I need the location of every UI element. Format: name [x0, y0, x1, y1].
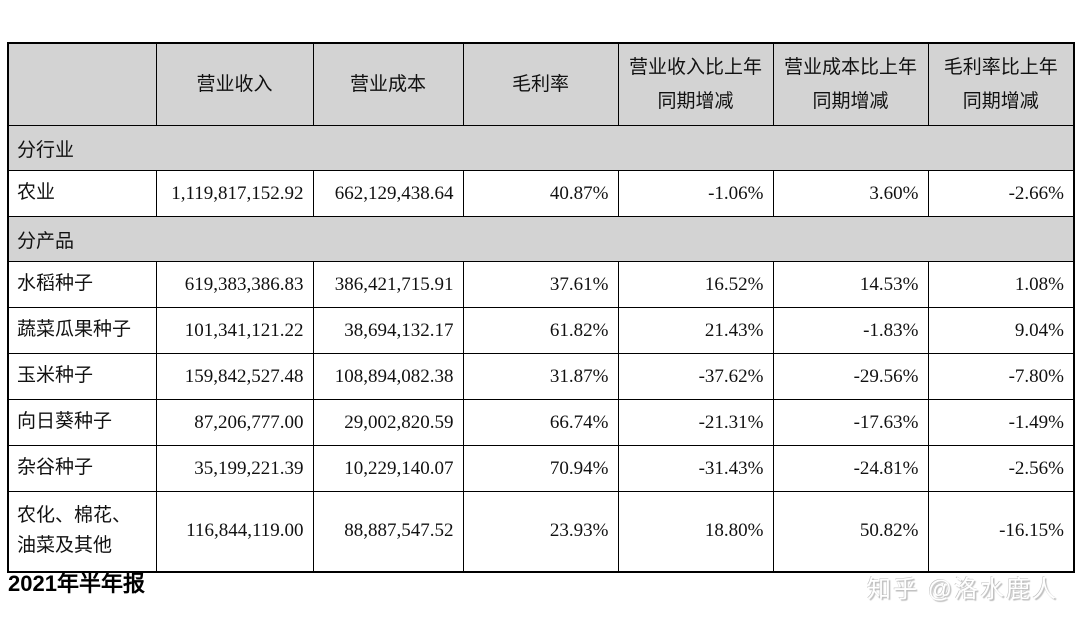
revenue-value: 101,341,121.22 [155, 307, 314, 354]
margin-yoy-value: -16.15% [927, 491, 1075, 572]
table-row-agriculture: 农业 1,119,817,152.92 662,129,438.64 40.87… [7, 170, 1075, 217]
header-cost-yoy: 营业成本比上年同期增减 [772, 42, 929, 126]
segment-financials-table: 营业收入 营业成本 毛利率 营业收入比上年同期增减 营业成本比上年同期增减 毛利… [7, 42, 1075, 573]
cost-yoy-value: 3.60% [772, 170, 929, 217]
cost-value: 662,129,438.64 [312, 170, 464, 217]
section-label: 分行业 [7, 125, 1075, 171]
revenue-yoy-value: -31.43% [617, 445, 774, 492]
revenue-yoy-value: 21.43% [617, 307, 774, 354]
cost-yoy-value: -29.56% [772, 353, 929, 400]
section-by-product: 分产品 [7, 216, 1075, 262]
revenue-yoy-value: -1.06% [617, 170, 774, 217]
revenue-yoy-value: -21.31% [617, 399, 774, 446]
cost-value: 10,229,140.07 [312, 445, 464, 492]
row-label: 农业 [7, 170, 157, 217]
margin-value: 70.94% [462, 445, 619, 492]
row-label: 玉米种子 [7, 353, 157, 400]
cost-yoy-value: -1.83% [772, 307, 929, 354]
revenue-yoy-value: 18.80% [617, 491, 774, 572]
header-cost: 营业成本 [312, 42, 464, 126]
table-row-vegetable-seed: 蔬菜瓜果种子 101,341,121.22 38,694,132.17 61.8… [7, 307, 1075, 354]
cost-value: 38,694,132.17 [312, 307, 464, 354]
table-row-rice-seed: 水稻种子 619,383,386.83 386,421,715.91 37.61… [7, 261, 1075, 308]
header-gross-margin: 毛利率 [462, 42, 619, 126]
section-label: 分产品 [7, 216, 1075, 262]
margin-value: 40.87% [462, 170, 619, 217]
cost-value: 29,002,820.59 [312, 399, 464, 446]
revenue-yoy-value: -37.62% [617, 353, 774, 400]
margin-value: 61.82% [462, 307, 619, 354]
table-row-agrochem-other: 农化、棉花、油菜及其他 116,844,119.00 88,887,547.52… [7, 491, 1075, 572]
cost-yoy-value: -24.81% [772, 445, 929, 492]
cost-value: 88,887,547.52 [312, 491, 464, 572]
row-label: 水稻种子 [7, 261, 157, 308]
margin-value: 23.93% [462, 491, 619, 572]
cost-yoy-value: 50.82% [772, 491, 929, 572]
margin-yoy-value: -2.66% [927, 170, 1075, 217]
revenue-value: 159,842,527.48 [155, 353, 314, 400]
revenue-value: 619,383,386.83 [155, 261, 314, 308]
revenue-value: 1,119,817,152.92 [155, 170, 314, 217]
margin-yoy-value: 1.08% [927, 261, 1075, 308]
margin-yoy-value: 9.04% [927, 307, 1075, 354]
revenue-yoy-value: 16.52% [617, 261, 774, 308]
cost-yoy-value: 14.53% [772, 261, 929, 308]
margin-yoy-value: -2.56% [927, 445, 1075, 492]
row-label: 农化、棉花、油菜及其他 [7, 491, 157, 572]
header-revenue: 营业收入 [155, 42, 314, 126]
margin-value: 37.61% [462, 261, 619, 308]
row-label: 向日葵种子 [7, 399, 157, 446]
revenue-value: 87,206,777.00 [155, 399, 314, 446]
cost-yoy-value: -17.63% [772, 399, 929, 446]
margin-yoy-value: -7.80% [927, 353, 1075, 400]
header-margin-yoy: 毛利率比上年同期增减 [927, 42, 1075, 126]
report-caption: 2021年半年报 [8, 571, 145, 596]
zhihu-watermark: 知乎 @洛水鹿人 [866, 576, 1058, 603]
margin-yoy-value: -1.49% [927, 399, 1075, 446]
table-row-sunflower-seed: 向日葵种子 87,206,777.00 29,002,820.59 66.74%… [7, 399, 1075, 446]
table-row-corn-seed: 玉米种子 159,842,527.48 108,894,082.38 31.87… [7, 353, 1075, 400]
revenue-value: 116,844,119.00 [155, 491, 314, 572]
cost-value: 108,894,082.38 [312, 353, 464, 400]
row-label: 蔬菜瓜果种子 [7, 307, 157, 354]
table-header-row: 营业收入 营业成本 毛利率 营业收入比上年同期增减 营业成本比上年同期增减 毛利… [7, 42, 1075, 126]
header-revenue-yoy: 营业收入比上年同期增减 [617, 42, 774, 126]
section-by-industry: 分行业 [7, 125, 1075, 171]
cost-value: 386,421,715.91 [312, 261, 464, 308]
table-row-misc-grain-seed: 杂谷种子 35,199,221.39 10,229,140.07 70.94% … [7, 445, 1075, 492]
row-label: 杂谷种子 [7, 445, 157, 492]
header-blank [7, 42, 157, 126]
margin-value: 31.87% [462, 353, 619, 400]
revenue-value: 35,199,221.39 [155, 445, 314, 492]
margin-value: 66.74% [462, 399, 619, 446]
